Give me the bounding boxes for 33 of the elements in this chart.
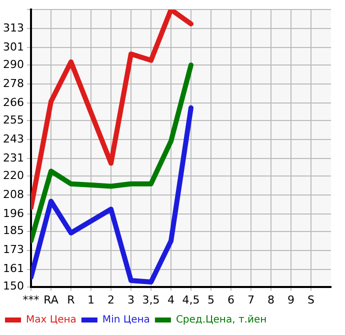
x-tick-label: 1	[87, 293, 94, 306]
y-tick-label: 231	[2, 151, 24, 164]
y-tick-label: 301	[2, 40, 24, 54]
x-tick-label: 4,5	[182, 293, 200, 306]
y-tick-label: 220	[2, 168, 24, 182]
x-tick-label: 8	[268, 293, 274, 306]
x-tick-label: S	[308, 293, 315, 306]
y-tick-label: 196	[2, 206, 24, 220]
y-tick-label: 208	[2, 188, 24, 201]
y-tick-label: 243	[2, 132, 24, 146]
x-tick-label: ***	[22, 293, 40, 306]
y-tick-label: 173	[2, 243, 24, 256]
y-tick-label: 161	[2, 262, 24, 276]
legend-label: Min Цена	[102, 314, 150, 326]
x-tick-label: 3,5	[142, 293, 160, 306]
x-tick-label: 7	[248, 293, 254, 306]
x-tick-label: 6	[228, 293, 234, 306]
y-tick-label: 313	[2, 21, 24, 34]
y-tick-label: 150	[2, 280, 24, 293]
x-tick-label: 3	[127, 293, 134, 306]
x-tick-label: 9	[288, 293, 294, 306]
x-tick-label: 2	[107, 293, 114, 306]
y-tick-label: 255	[2, 113, 24, 126]
y-tick-label: 185	[2, 224, 24, 238]
x-tick-label: RA	[44, 293, 59, 306]
y-tick-label: 290	[2, 58, 24, 71]
y-tick-label: 278	[2, 76, 24, 90]
legend-label: Max Цена	[26, 314, 76, 326]
x-tick-label: R	[67, 293, 76, 306]
x-tick-label: 5	[208, 293, 214, 306]
legend-label: Сред.Цена, т.йен	[176, 314, 267, 326]
x-tick-label: 4	[168, 293, 174, 306]
y-tick-label: 266	[2, 96, 24, 109]
